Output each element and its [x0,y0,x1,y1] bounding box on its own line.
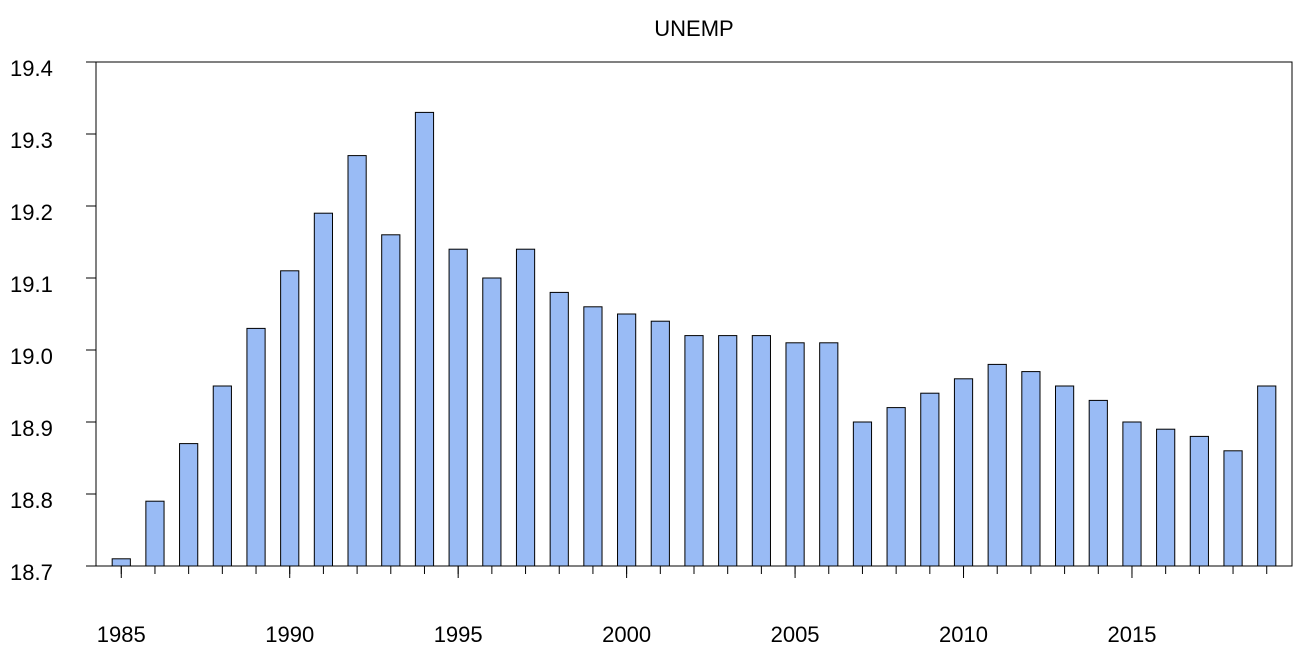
y-tick-label: 19.4 [10,56,53,81]
bar [212,385,232,567]
bar [583,306,603,567]
bar [482,277,502,567]
bar [987,363,1007,567]
chart-title: UNEMP [654,16,733,41]
bar [617,313,637,567]
bar [920,392,940,567]
bar [1156,428,1176,567]
bar [1223,450,1243,567]
y-tick-label: 19.1 [10,272,53,297]
bar [1189,435,1209,567]
bar [1257,385,1277,567]
bar [953,378,974,567]
bar [684,335,704,567]
bar [347,155,367,567]
x-tick-label: 2015 [1107,622,1156,647]
bar [515,248,536,567]
bar [549,291,569,567]
x-tick-label: 2010 [939,622,988,647]
x-tick-label: 2005 [771,622,820,647]
bar [111,558,131,567]
y-tick-label: 19.0 [10,344,53,369]
y-tick-label: 18.7 [10,560,53,585]
bar [785,342,805,567]
bar [1054,385,1075,567]
y-tick-label: 19.2 [10,200,53,225]
bar [179,443,199,567]
bar [145,500,165,567]
bar [280,270,300,567]
bar [1122,421,1142,567]
bar [852,421,873,567]
bar [1021,371,1041,567]
bar [751,335,771,567]
bar [718,335,738,567]
x-tick-label: 1985 [97,622,146,647]
bar [1088,399,1108,567]
bar [650,320,670,567]
bar [381,234,401,567]
bar [819,342,839,567]
y-tick-label: 18.8 [10,488,53,513]
bar [414,111,435,567]
bar [448,248,468,567]
x-tick-label: 1990 [265,622,314,647]
y-tick-label: 18.9 [10,416,53,441]
bar [313,212,334,567]
x-tick-label: 2000 [602,622,651,647]
x-tick-label: 1995 [434,622,483,647]
bar [246,327,266,567]
y-tick-label: 19.3 [10,128,53,153]
bar [886,407,906,567]
